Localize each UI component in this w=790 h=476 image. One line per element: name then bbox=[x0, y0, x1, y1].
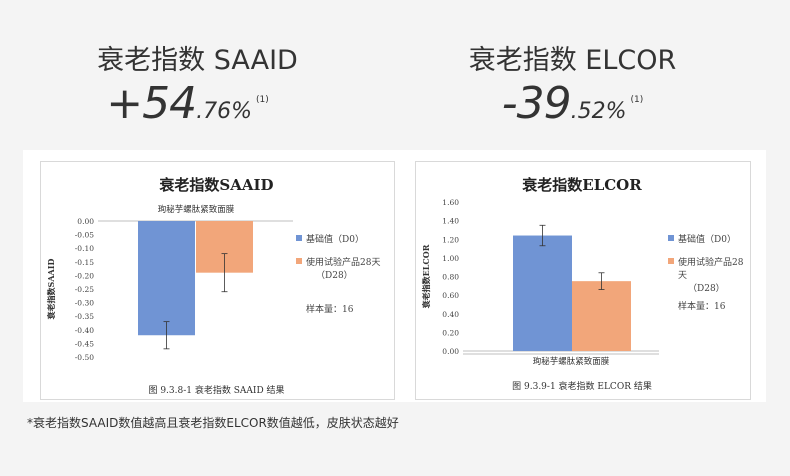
metric-value-big: -39 bbox=[501, 78, 572, 129]
chart-title: 衰老指数ELCOR bbox=[522, 176, 642, 194]
chart-card-elcor bbox=[415, 161, 751, 400]
y-tick-label: -0.15 bbox=[75, 258, 94, 267]
legend-label: 使用试验产品28天 （D28） bbox=[306, 255, 380, 281]
metric-value-big: +54 bbox=[106, 78, 197, 129]
footnote: *衰老指数SAAID数值越高且衰老指数ELCOR数值越低，皮肤状态越好 bbox=[27, 416, 399, 430]
legend-label: 基础值（D0） bbox=[306, 235, 364, 245]
sample-size: 样本量：16 bbox=[306, 305, 354, 315]
metric-value-small: .76% bbox=[196, 99, 252, 124]
figure-caption: 图 9.3.9-1 衰老指数 ELCOR 结果 bbox=[512, 382, 652, 392]
y-tick-label: 0.40 bbox=[442, 310, 459, 319]
y-tick-label: -0.10 bbox=[75, 244, 94, 253]
legend-label: 使用试验产品28天 （D28） bbox=[678, 255, 748, 294]
metric-title-elcor: 衰老指数 ELCOR bbox=[468, 45, 677, 76]
y-tick-label: -0.25 bbox=[75, 285, 94, 294]
y-tick-label: 0.20 bbox=[442, 328, 459, 337]
category-label: 珣秘芋螺肽紧致面膜 bbox=[533, 356, 610, 367]
chart-card-saaid bbox=[40, 161, 395, 400]
elcor-bar-chart: 衰老指数ELCOR 1.60 1.40 1.20 1.00 0.80 0.60 0.40 0.2… bbox=[421, 198, 659, 367]
y-tick-label: -0.35 bbox=[75, 312, 94, 321]
y-tick-label: -0.40 bbox=[75, 326, 94, 335]
legend-label-line2: （D28） bbox=[316, 271, 353, 281]
y-axis-label: 衰老指数SAAID bbox=[46, 259, 56, 321]
legend-item-test: 使用试验产品28天 （D28） bbox=[668, 255, 748, 294]
y-tick-label: 1.60 bbox=[442, 198, 459, 207]
metric-note: (1) bbox=[256, 95, 269, 105]
y-tick-label: -0.30 bbox=[75, 299, 94, 308]
legend-label: 基础值（D0） bbox=[678, 235, 736, 245]
y-tick-label: -0.50 bbox=[75, 353, 94, 362]
y-tick-label: -0.45 bbox=[75, 339, 94, 348]
metric-title-saaid: 衰老指数 SAAID bbox=[97, 45, 298, 76]
bar-test bbox=[572, 281, 631, 351]
y-tick-label: 0.00 bbox=[442, 347, 459, 356]
y-tick-label: 1.40 bbox=[442, 217, 459, 226]
legend: 基础值（D0） 使用试验产品28天 （D28） bbox=[668, 232, 748, 294]
legend-item-test: 使用试验产品28天 （D28） bbox=[296, 255, 391, 281]
legend-swatch bbox=[668, 235, 674, 241]
y-tick-label: 1.00 bbox=[442, 254, 459, 263]
legend-item-base: 基础值（D0） bbox=[296, 232, 391, 245]
legend-label-line1: 使用试验产品28天 bbox=[306, 258, 381, 268]
y-tick-label: 0.80 bbox=[442, 273, 459, 282]
metric-note: (1) bbox=[630, 95, 644, 105]
figure-caption: 图 9.3.8-1 衰老指数 SAAID 结果 bbox=[148, 386, 285, 396]
bar-base bbox=[138, 221, 195, 336]
y-tick-label: 0.60 bbox=[442, 291, 459, 300]
metric-value-saaid: +54.76% (1) bbox=[0, 78, 385, 129]
saaid-bar-chart: 衰老指数SAAID 0.00 -0.05 -0.10 -0.15 -0.20 -0.25 -0… bbox=[46, 204, 293, 362]
category-label: 珣秘芋螺肽紧致面膜 bbox=[158, 204, 235, 215]
metric-value-small: .52% bbox=[570, 99, 627, 124]
y-tick-label: 1.20 bbox=[442, 235, 459, 244]
legend: 基础值（D0） 使用试验产品28天 （D28） bbox=[296, 232, 391, 281]
y-tick-label: -0.20 bbox=[75, 271, 94, 280]
legend-label-line2: （D28） bbox=[688, 284, 725, 294]
legend-swatch bbox=[668, 258, 674, 264]
legend-swatch bbox=[296, 258, 302, 264]
sample-size: 样本量：16 bbox=[678, 302, 726, 312]
y-axis-label: 衰老指数ELCOR bbox=[421, 244, 431, 309]
bar-base bbox=[513, 235, 572, 351]
legend-swatch bbox=[296, 235, 302, 241]
metric-value-elcor: -39.52% (1) bbox=[375, 78, 770, 129]
legend-item-base: 基础值（D0） bbox=[668, 232, 748, 245]
chart-title: 衰老指数SAAID bbox=[159, 176, 274, 194]
legend-label-line1: 使用试验产品28天 bbox=[678, 258, 744, 281]
y-tick-label: -0.05 bbox=[75, 231, 94, 240]
y-tick-label: 0.00 bbox=[77, 217, 94, 226]
